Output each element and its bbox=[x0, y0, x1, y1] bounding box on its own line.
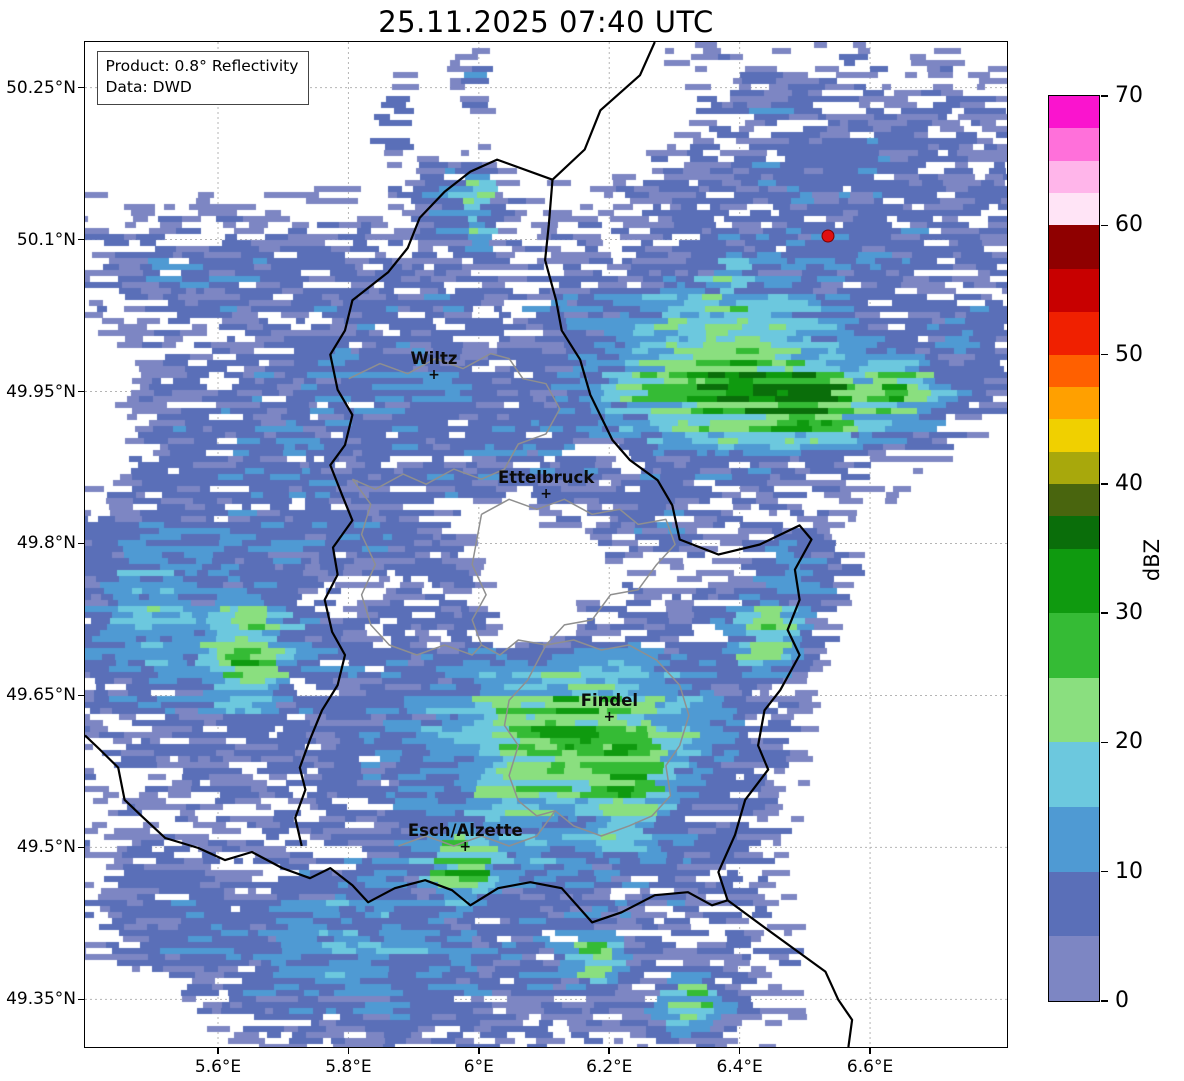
colorbar-tick-label: 60 bbox=[1115, 212, 1143, 238]
colorbar-segment bbox=[1049, 160, 1099, 193]
figure-title: 25.11.2025 07:40 UTC bbox=[378, 5, 714, 39]
colorbar-segment bbox=[1049, 128, 1099, 161]
lon-tick-label: 5.6°E bbox=[194, 1057, 242, 1077]
colorbar-segment bbox=[1049, 96, 1099, 129]
colorbar-tick-label: 40 bbox=[1115, 470, 1143, 496]
lon-tick-mark bbox=[478, 1048, 480, 1054]
lon-tick-mark bbox=[608, 1048, 610, 1054]
country-border-line bbox=[543, 41, 853, 1047]
product-info-line2: Data: DWD bbox=[105, 77, 192, 96]
colorbar-tick-label: 30 bbox=[1115, 600, 1143, 626]
colorbar-tick-mark bbox=[1100, 95, 1108, 97]
colorbar-segment bbox=[1049, 386, 1099, 420]
colorbar-tick-label: 70 bbox=[1115, 83, 1143, 108]
colorbar-tick-mark bbox=[1100, 483, 1108, 485]
lat-tick-mark bbox=[78, 998, 84, 1001]
colorbar-tick-label: 50 bbox=[1115, 341, 1143, 367]
colorbar-tick-mark bbox=[1100, 870, 1108, 873]
borders-layer bbox=[84, 41, 853, 1047]
colorbar-segment bbox=[1049, 677, 1099, 743]
lon-tick-label: 6.6°E bbox=[846, 1057, 894, 1077]
colorbar-tick-mark bbox=[1100, 353, 1108, 356]
lat-tick-mark bbox=[78, 542, 84, 545]
colorbar-segment bbox=[1049, 451, 1099, 484]
colorbar-tick-label: 10 bbox=[1115, 858, 1143, 884]
lon-tick-mark bbox=[869, 1048, 871, 1054]
colorbar-segment bbox=[1049, 936, 1099, 1001]
lon-tick-label: 6.4°E bbox=[716, 1057, 763, 1077]
lat-tick-mark bbox=[78, 86, 84, 89]
colorbar-segment bbox=[1049, 225, 1099, 270]
radar-echo-canvas bbox=[84, 41, 1007, 1047]
lon-tick-label: 6°E bbox=[463, 1057, 494, 1077]
colorbar: 0 10 20 30 40 50 60 70 bbox=[1048, 83, 1143, 1013]
lat-tick-label: 49.8°N bbox=[16, 533, 76, 554]
colorbar-segment bbox=[1049, 871, 1099, 937]
lat-tick-label: 50.25°N bbox=[6, 77, 76, 98]
lon-tick-mark bbox=[738, 1048, 741, 1054]
colorbar-segment bbox=[1049, 269, 1099, 312]
country-border-line bbox=[84, 734, 728, 924]
lat-tick-label: 50.1°N bbox=[16, 229, 76, 250]
lat-tick-mark bbox=[78, 390, 84, 393]
colorbar-tick-mark bbox=[1100, 1000, 1108, 1002]
colorbar-segment bbox=[1049, 483, 1099, 517]
product-info-line1: Product: 0.8° Reflectivity bbox=[105, 56, 299, 75]
lon-tick-label: 6.2°E bbox=[586, 1057, 633, 1077]
colorbar-segment bbox=[1049, 742, 1099, 808]
product-info-box: Product: 0.8° Reflectivity Data: DWD bbox=[96, 50, 310, 106]
colorbar-segment bbox=[1049, 516, 1099, 549]
map-plot-area: + Wiltz + Ettelbruck + Findel + Esch/Alzette Pr… bbox=[83, 40, 1008, 1048]
colorbar-tick-mark bbox=[1100, 612, 1108, 614]
lat-tick-label: 49.95°N bbox=[6, 381, 76, 402]
lat-tick-label: 49.35°N bbox=[6, 989, 76, 1010]
colorbar-axis-label: dBZ bbox=[1140, 538, 1164, 582]
lat-tick-mark bbox=[78, 846, 84, 849]
colorbar-segment bbox=[1049, 613, 1099, 678]
colorbar-tick-label: 0 bbox=[1115, 988, 1129, 1013]
lat-tick-label: 49.5°N bbox=[16, 837, 76, 858]
district-border-line bbox=[470, 498, 676, 656]
lat-tick-mark bbox=[78, 238, 84, 241]
colorbar-segment bbox=[1049, 807, 1099, 872]
colorbar-segment bbox=[1049, 548, 1099, 614]
lat-tick-label: 49.65°N bbox=[6, 685, 76, 706]
district-border-line bbox=[397, 809, 556, 847]
colorbar-segment bbox=[1049, 354, 1099, 387]
lon-tick-mark bbox=[347, 1048, 350, 1054]
district-border-line bbox=[347, 352, 561, 490]
colorbar-tick-mark bbox=[1100, 224, 1108, 227]
colorbar-segment bbox=[1049, 419, 1099, 452]
country-border-line bbox=[293, 157, 553, 846]
district-border-line bbox=[351, 478, 482, 656]
lon-tick-label: 5.8°E bbox=[325, 1057, 372, 1077]
colorbar-tick-label: 20 bbox=[1115, 729, 1143, 755]
lat-tick-mark bbox=[78, 694, 84, 697]
colorbar-tick-mark bbox=[1100, 741, 1108, 744]
colorbar-segment bbox=[1049, 192, 1099, 226]
district-border-line bbox=[503, 638, 690, 837]
colorbar-segment bbox=[1049, 311, 1099, 355]
lon-tick-mark bbox=[217, 1048, 219, 1054]
